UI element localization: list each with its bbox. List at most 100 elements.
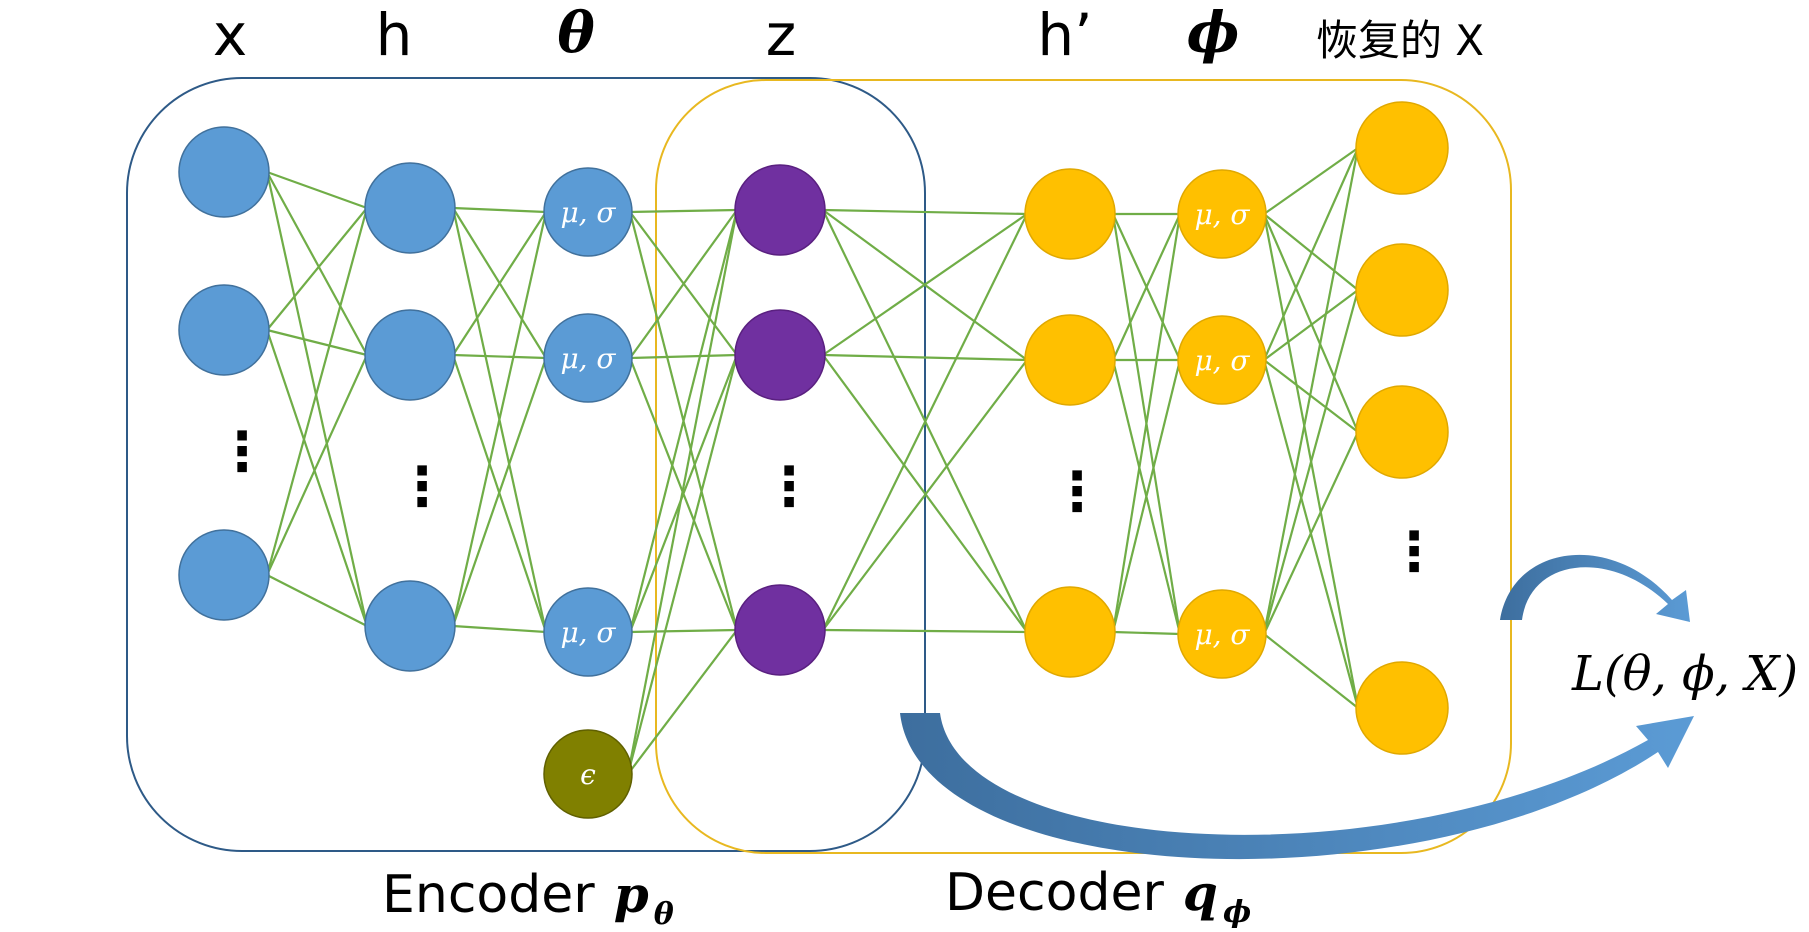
- edge-hprime-phi: [1112, 630, 1181, 636]
- edge-h-theta: [451, 211, 548, 627]
- edge-x-h: [266, 574, 368, 627]
- node-circle: [543, 313, 633, 403]
- edge-x-h: [265, 354, 369, 576]
- edge-h-theta: [452, 353, 547, 360]
- node-phi-2: μ, σ: [1177, 589, 1267, 679]
- edge-z-hprime: [822, 353, 1028, 362]
- loss-label: L(θ, ϕ, X): [1571, 646, 1798, 702]
- encoder-label-symbol: p: [614, 865, 649, 924]
- edge-phi-recovered: [1262, 213, 1360, 433]
- mu-sigma-label: μ, σ: [1194, 618, 1250, 651]
- decoder-label-text: Decoder: [945, 863, 1164, 923]
- node-circle: [543, 587, 633, 677]
- edge-z-hprime: [822, 213, 1028, 356]
- network-nodes: μ, σ μ, σ μ, σ ϵ μ, σ μ, σ μ, σ: [178, 101, 1449, 819]
- column-label-h: h: [376, 1, 413, 69]
- node-hp-1: [1024, 314, 1116, 406]
- edge-phi-recovered: [1263, 289, 1359, 361]
- node-circle: [178, 284, 270, 376]
- decoder-label-subscript: ϕ: [1223, 895, 1251, 930]
- edge-z-hprime: [822, 213, 1028, 631]
- edge-phi-recovered: [1263, 147, 1359, 215]
- node-circle: [1355, 661, 1449, 755]
- edge-x-h: [265, 329, 369, 627]
- column-label-phi: ϕ: [1187, 0, 1240, 66]
- mu-sigma-label: μ, σ: [1194, 344, 1250, 377]
- column-label-z: z: [766, 1, 796, 69]
- node-circle: [734, 309, 826, 401]
- node-x-2: [178, 529, 270, 621]
- edge-h-theta: [452, 206, 547, 214]
- node-z-1: [734, 309, 826, 401]
- node-theta-2: μ, σ: [543, 587, 633, 677]
- edge-hprime-phi: [1111, 359, 1182, 633]
- edge-phi-recovered: [1263, 633, 1359, 709]
- edge-phi-recovered: [1262, 147, 1360, 635]
- edge-theta-z: [629, 628, 738, 634]
- node-circle: [1024, 168, 1116, 260]
- edge-h-theta: [452, 211, 547, 356]
- ellipsis-z: ⋮: [762, 455, 816, 518]
- loss-arrow-small: [1500, 554, 1690, 622]
- edge-h-theta: [451, 357, 548, 627]
- ellipsis-h: ⋮: [395, 455, 449, 518]
- node-rec-0: [1355, 101, 1449, 195]
- edge-eps-z: [627, 629, 738, 775]
- node-circle: [734, 164, 826, 256]
- node-theta-0: μ, σ: [543, 167, 633, 257]
- edge-z-hprime: [822, 208, 1028, 216]
- edge-z-hprime: [822, 359, 1028, 631]
- node-hp-0: [1024, 168, 1116, 260]
- node-z-0: [734, 164, 826, 256]
- edge-x-h: [266, 207, 368, 331]
- edge-phi-recovered: [1262, 147, 1360, 361]
- node-circle: [734, 584, 826, 676]
- ellipsis-x: ⋮: [215, 420, 269, 483]
- column-label-h-prime: h’: [1037, 1, 1092, 69]
- node-circle: [178, 529, 270, 621]
- node-hp-2: [1024, 586, 1116, 678]
- node-circle: [543, 167, 633, 257]
- edge-eps-z: [626, 354, 739, 775]
- edge-z-hprime: [822, 628, 1028, 634]
- column-label-recovered: 恢复的 X: [1316, 16, 1484, 65]
- decoder-label: Decoder q ϕ: [945, 863, 1251, 930]
- node-circle: [1355, 101, 1449, 195]
- node-circle: [1024, 586, 1116, 678]
- loss-arrow-large: [900, 713, 1694, 860]
- edge-theta-z: [629, 353, 738, 360]
- column-label-x: x: [213, 1, 247, 69]
- decoder-label-symbol: q: [1183, 863, 1218, 922]
- encoder-box: [126, 77, 926, 852]
- node-circle: [364, 309, 456, 401]
- mu-sigma-label: μ, σ: [560, 616, 616, 649]
- edge-x-h: [266, 171, 368, 356]
- edge-x-h: [266, 170, 368, 210]
- edge-phi-recovered: [1263, 431, 1359, 635]
- edge-x-h: [266, 328, 368, 357]
- mu-sigma-label: μ, σ: [560, 342, 616, 375]
- edge-x-h: [265, 171, 369, 627]
- node-x-0: [178, 126, 270, 218]
- node-circle: [1177, 169, 1267, 259]
- node-circle: [1355, 243, 1449, 337]
- decoder-box: [655, 79, 1512, 854]
- edge-hprime-phi: [1111, 213, 1182, 633]
- mu-sigma-label: μ, σ: [560, 196, 616, 229]
- node-theta-1: μ, σ: [543, 313, 633, 403]
- edge-hprime-phi: [1112, 213, 1181, 361]
- node-circle: [1024, 314, 1116, 406]
- node-x-1: [178, 284, 270, 376]
- edge-eps-z: [626, 209, 739, 775]
- edge-phi-recovered: [1262, 289, 1360, 635]
- node-phi-1: μ, σ: [1177, 315, 1267, 405]
- node-phi-0: μ, σ: [1177, 169, 1267, 259]
- node-rec-1: [1355, 243, 1449, 337]
- encoder-label-text: Encoder: [382, 865, 595, 925]
- encoder-label-subscript: θ: [654, 897, 674, 932]
- edge-x-h: [265, 207, 369, 576]
- column-label-theta: θ: [557, 0, 595, 66]
- encoder-label: Encoder p θ: [382, 865, 674, 932]
- edge-theta-z: [628, 209, 739, 633]
